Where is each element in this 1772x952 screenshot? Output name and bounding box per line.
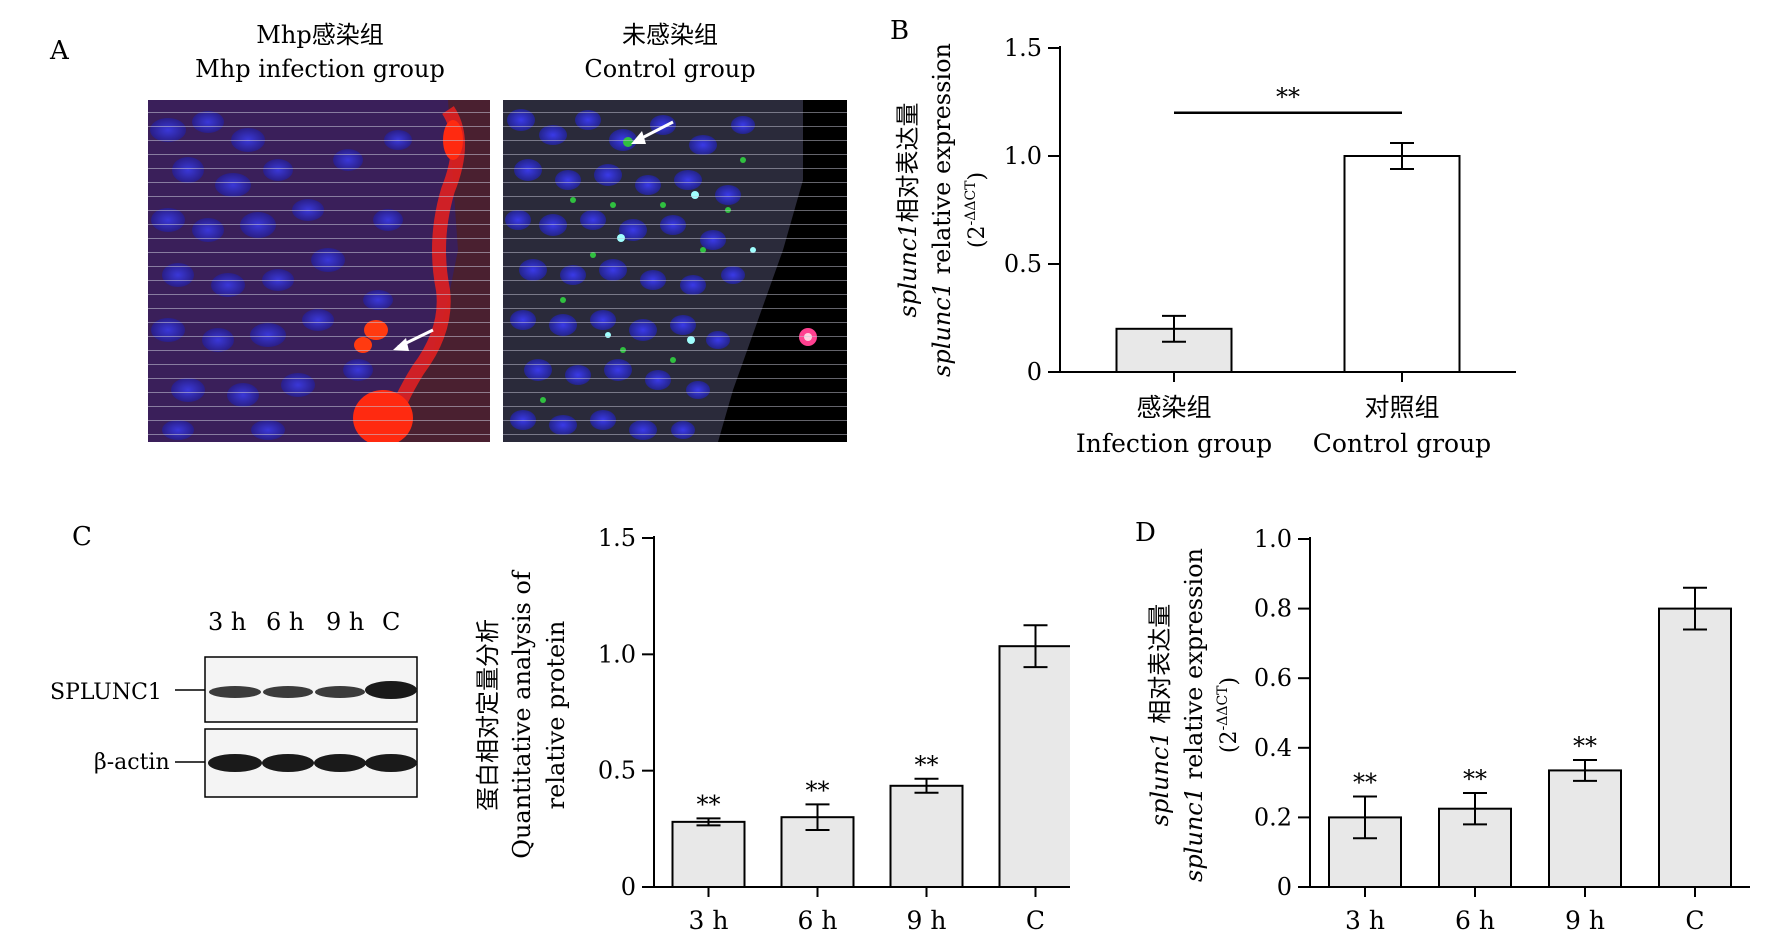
y-tick-label: 0.8 — [1254, 595, 1292, 623]
y-axis-label-gene: splunc1 — [928, 282, 956, 377]
blot-lane-label: 3 h — [208, 608, 247, 636]
significance-marker: ** — [1276, 83, 1300, 111]
panel-a-left-title-cn: Mhp感染组 — [256, 21, 384, 49]
y-axis-label-text: 相对表达量 — [1146, 604, 1174, 732]
y-axis-label-unit-sup: -ΔΔCT — [1215, 685, 1231, 731]
x-tick-label-cn: 感染组 — [1136, 393, 1211, 422]
x-tick-label: 3 h — [1345, 906, 1385, 935]
y-axis-label-unit-close: ) — [1217, 677, 1242, 686]
blot-lane-label: C — [382, 608, 401, 636]
y-axis-label-gene: splunc1 — [894, 223, 922, 318]
y-axis-label-line: Quantitative analysis of — [508, 569, 536, 859]
bar — [889, 784, 964, 889]
significance-marker: ** — [915, 751, 939, 779]
y-axis-label-gene: splunc1 — [1180, 787, 1208, 882]
bar — [1343, 155, 1461, 373]
significance-marker: ** — [1353, 769, 1377, 797]
x-tick-label: C — [1685, 906, 1704, 935]
y-tick-label: 0.4 — [1254, 734, 1292, 762]
blot-row1-label: SPLUNC1 — [50, 680, 162, 705]
y-axis-label-gene: splunc1 — [1146, 731, 1174, 826]
y-tick-label: 1.5 — [598, 524, 636, 552]
y-axis-label-text: relative expression — [928, 43, 956, 282]
y-axis-label-text: relative expression — [1180, 548, 1208, 787]
x-tick-label: 3 h — [689, 906, 729, 935]
chart-c: 0 0.5 1.0 1.5 3 h ** 6 h ** 9 h ** C 蛋白相对定量分析 Quanti… — [474, 524, 1070, 935]
micrograph-control — [503, 100, 847, 442]
y-tick-label: 1.0 — [598, 640, 636, 668]
chart-b: 0 0.5 1.0 1.5 感染组 Infection group 对照组 Control g… — [894, 34, 1516, 458]
y-tick-label: 0.5 — [1004, 250, 1042, 278]
panel-a-right-title: 未感染组 Control group — [500, 18, 840, 86]
x-tick-label: 6 h — [1455, 906, 1495, 935]
y-axis-label-en: splunc1 relative expression — [1180, 548, 1208, 882]
y-tick-label: 1.5 — [1004, 34, 1042, 62]
x-tick-label-cn: 对照组 — [1364, 393, 1439, 422]
bar — [1658, 607, 1732, 888]
significance-marker: ** — [697, 790, 721, 818]
significance-marker: ** — [1573, 732, 1597, 760]
bar — [998, 645, 1070, 888]
y-axis-label-line: 蛋白相对定量分析 — [474, 619, 502, 811]
y-axis-label-text: 相对表达量 — [894, 103, 922, 223]
y-axis-label-en: splunc1 relative expression — [928, 43, 956, 377]
significance-marker: ** — [806, 776, 830, 804]
x-tick-label: 9 h — [1565, 906, 1605, 935]
y-tick-label: 0 — [1277, 873, 1292, 901]
y-tick-label: 0.5 — [598, 757, 636, 785]
bar — [1548, 769, 1622, 889]
panel-a-left-title: Mhp感染组 Mhp infection group — [150, 18, 490, 86]
x-tick-label: 6 h — [798, 906, 838, 935]
y-axis-label: 蛋白相对定量分析 Quantitative analysis of relative… — [474, 569, 570, 859]
y-axis-label-unit-sup: -ΔΔCT — [963, 180, 979, 226]
y-tick-label: 0 — [1027, 358, 1042, 386]
bar — [671, 820, 746, 888]
micrograph-infection — [148, 100, 490, 442]
panel-b-letter: B — [890, 16, 910, 46]
x-tick-label: C — [1026, 906, 1045, 935]
significance-marker: ** — [1463, 765, 1487, 793]
chart-d: 0 0.2 0.4 0.6 0.8 1.0 3 h ** 6 h ** 9 h ** Csplunc1 … — [1146, 525, 1750, 935]
y-tick-label: 1.0 — [1004, 142, 1042, 170]
x-tick-label: 9 h — [907, 906, 947, 935]
blot-lane-label: 9 h — [326, 608, 365, 636]
blot-row2-label: β-actin — [94, 750, 170, 775]
panel-a-left-title-en: Mhp infection group — [195, 55, 445, 83]
y-axis-label-unit: (2-ΔΔCT) — [963, 172, 990, 248]
y-tick-label: 0.6 — [1254, 664, 1292, 692]
y-axis-label-unit-base: (2 — [965, 226, 990, 249]
x-tick-label: Control group — [1313, 429, 1491, 458]
y-tick-label: 0.2 — [1254, 803, 1292, 831]
y-axis-label-line: relative protein — [542, 621, 570, 810]
blot-image — [175, 656, 418, 798]
y-axis-label-cn: splunc1相对表达量 — [894, 103, 922, 318]
western-blot: 3 h 6 h 9 h C SPLUNC1 β-actin — [50, 600, 430, 800]
y-axis-label-unit-base: (2 — [1217, 731, 1242, 754]
panel-a-right-title-cn: 未感染组 — [622, 21, 718, 49]
blot-lane-label: 6 h — [266, 608, 305, 636]
y-axis-label-unit: (2-ΔΔCT) — [1215, 677, 1242, 753]
y-tick-label: 1.0 — [1254, 525, 1292, 553]
blot-lane-labels: 3 h 6 h 9 h C — [208, 608, 478, 638]
x-tick-label: Infection group — [1076, 429, 1272, 458]
y-tick-label: 0 — [621, 873, 636, 901]
panel-c-letter: C — [72, 522, 92, 552]
y-axis-label-unit-close: ) — [965, 172, 990, 181]
panel-a-right-title-en: Control group — [584, 55, 756, 83]
y-axis-label-cn: splunc1 相对表达量 — [1146, 604, 1174, 827]
panel-a-letter: A — [50, 36, 69, 66]
panel-d-letter: D — [1135, 518, 1156, 548]
